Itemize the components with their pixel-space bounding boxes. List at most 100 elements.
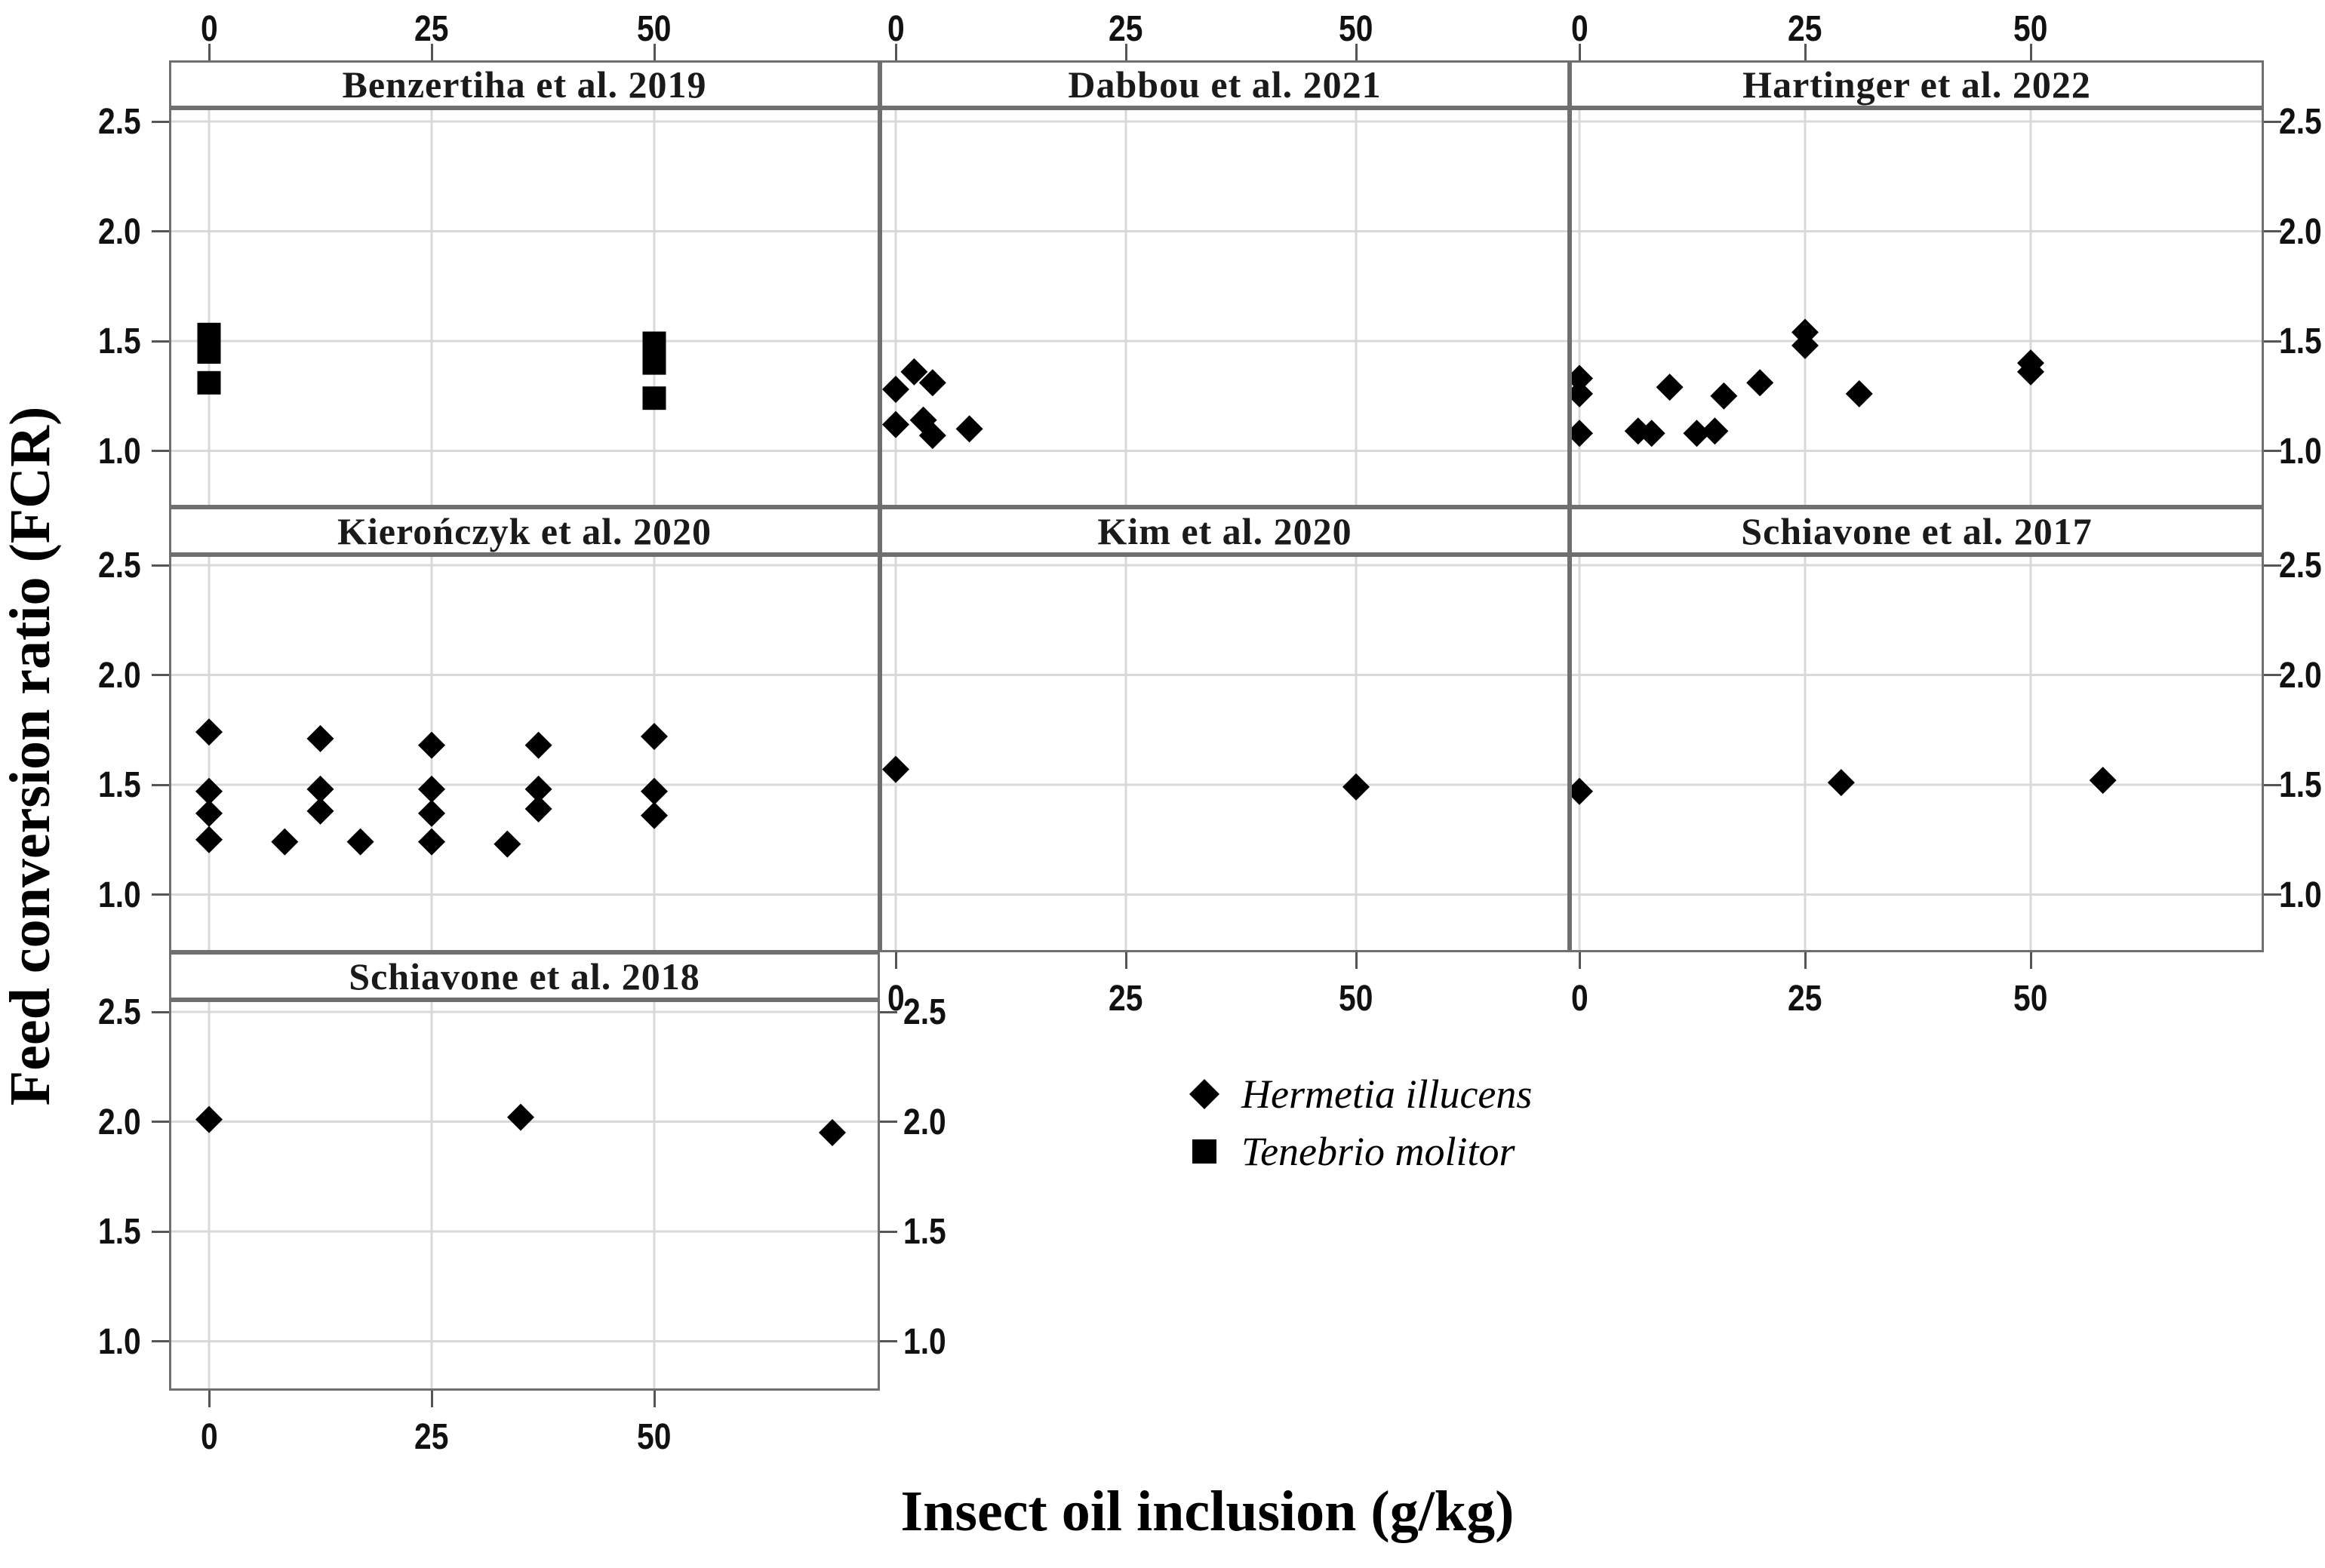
data-point-square [642,386,666,410]
x-tick-mark [1355,952,1358,969]
legend: Hermetia illucens Tenebrio molitor [1189,1070,1532,1176]
y-tick-mark [2264,564,2281,567]
data-point-diamond [819,1119,846,1147]
data-point-diamond [195,718,223,746]
panel-strip: Kierończyk et al. 2020 [169,507,880,555]
x-tick-mark [430,44,433,60]
panel-plot-6 [1570,555,2264,952]
panel-plot-1 [169,108,880,507]
data-point-diamond [1827,769,1855,797]
data-point-diamond [418,828,445,856]
x-tick-label-text: 25 [1788,979,1822,1019]
y-tick-label-text: 1.5 [97,321,141,361]
data-point-diamond [1638,420,1665,447]
x-tick-label-text: 25 [1788,9,1822,49]
x-tick-label: 25 [379,1416,484,1457]
y-tick-mark [152,1230,169,1233]
data-point-diamond [1683,420,1711,447]
x-tick-label: 50 [601,1416,707,1457]
x-tick-label: 50 [601,8,707,49]
x-tick-mark [2029,44,2032,60]
y-tick-label-text: 2.5 [97,102,141,142]
y-tick-label: 1.5 [66,764,172,805]
x-tick-mark [1355,44,1358,60]
y-tick-label: 1.0 [2247,431,2325,472]
x-tick-label: 50 [1978,978,2084,1019]
y-tick-label: 1.0 [66,875,172,915]
data-point-diamond [882,410,909,438]
x-tick-mark [1804,952,1807,969]
data-point-diamond [524,795,552,823]
y-tick-mark [2264,230,2281,232]
y-tick-mark [880,1340,897,1342]
x-tick-label-text: 25 [414,9,449,49]
y-tick-label: 1.0 [66,1321,172,1362]
x-tick-mark [1578,952,1581,969]
x-tick-label: 50 [1978,8,2084,49]
data-point-square [642,331,666,355]
y-tick-mark [2264,783,2281,786]
data-point-diamond [418,775,445,803]
data-point-diamond [1570,777,1593,805]
y-tick-mark [2264,450,2281,452]
data-point-square [197,370,221,395]
x-tick-label: 25 [1073,8,1179,49]
y-tick-label-text: 1.0 [97,875,141,915]
y-tick-label: 2.0 [2247,211,2325,252]
x-tick-label-text: 25 [414,1417,449,1457]
x-tick-label-text: 50 [2013,9,2048,49]
x-tick-mark [1124,44,1127,60]
data-point-diamond [1791,331,1819,359]
data-point-diamond [195,1105,223,1133]
data-point-diamond [1570,380,1593,407]
legend-item-tenebrio-molitor: Tenebrio molitor [1189,1127,1532,1176]
x-tick-label-text: 50 [1339,9,1373,49]
y-tick-label: 2.0 [66,655,172,696]
data-point-diamond [900,358,928,386]
y-tick-label: 2.0 [2247,655,2325,696]
y-tick-label: 2.5 [2247,101,2325,142]
y-tick-label-text: 1.0 [2278,431,2322,472]
x-tick-label: 50 [1303,978,1409,1019]
data-point-diamond [306,797,334,825]
x-tick-mark [208,1391,211,1407]
data-point-diamond [418,799,445,827]
x-tick-mark [2029,952,2032,969]
x-tick-label: 25 [1073,978,1179,1019]
data-point-diamond [918,369,946,397]
y-tick-label-text: 1.5 [2278,765,2322,805]
y-tick-mark [152,230,169,232]
y-tick-label-text: 2.0 [2278,211,2322,252]
data-point-diamond [1570,420,1593,447]
y-tick-label: 2.0 [66,211,172,252]
y-tick-label-text: 1.5 [97,1212,141,1252]
y-tick-mark [152,1121,169,1123]
data-point-diamond [271,828,299,856]
x-tick-label: 25 [379,8,484,49]
x-tick-label: 50 [1303,8,1409,49]
panel-plot-5 [880,555,1570,952]
legend-item-hermetia-illucens: Hermetia illucens [1189,1070,1532,1118]
y-tick-label: 2.0 [872,1102,977,1142]
x-tick-label-text: 0 [200,1417,218,1457]
x-tick-label: 0 [1527,978,1632,1019]
data-point-diamond [494,830,521,858]
data-point-diamond [306,775,334,803]
y-tick-mark [152,450,169,452]
x-tick-mark [653,44,656,60]
data-point-diamond [1342,773,1370,801]
y-tick-label-text: 1.5 [97,765,141,805]
data-point-diamond [2089,767,2117,795]
y-tick-label: 1.5 [872,1211,977,1252]
x-tick-label-text: 50 [637,9,672,49]
x-tick-mark [1804,44,1807,60]
data-point-diamond [641,801,668,829]
data-point-diamond [507,1103,534,1131]
y-tick-mark [880,1010,897,1013]
panel-plot-4 [169,555,880,952]
x-tick-label-text: 0 [1570,979,1588,1019]
y-tick-label-text: 1.0 [97,431,141,472]
panel-strip-title: Benzertiha et al. 2019 [342,63,707,106]
y-tick-mark [880,1230,897,1233]
data-point-diamond [524,731,552,759]
